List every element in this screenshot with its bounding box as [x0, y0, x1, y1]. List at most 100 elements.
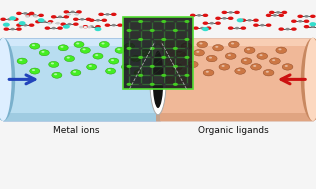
Circle shape	[181, 43, 192, 49]
Circle shape	[38, 18, 45, 22]
Circle shape	[259, 54, 263, 56]
Circle shape	[310, 15, 316, 18]
Circle shape	[138, 20, 143, 23]
Circle shape	[185, 47, 189, 50]
Circle shape	[75, 13, 79, 16]
Circle shape	[215, 17, 221, 20]
Circle shape	[222, 65, 225, 67]
Circle shape	[87, 64, 97, 70]
Bar	[3, 38, 160, 46]
Circle shape	[127, 20, 131, 23]
Circle shape	[173, 83, 178, 86]
Circle shape	[150, 83, 155, 86]
Circle shape	[124, 65, 127, 67]
Circle shape	[140, 50, 150, 56]
Circle shape	[95, 25, 101, 28]
Circle shape	[185, 20, 190, 23]
Circle shape	[66, 13, 71, 16]
Circle shape	[150, 74, 154, 77]
Circle shape	[206, 26, 211, 30]
FancyBboxPatch shape	[123, 17, 193, 89]
Circle shape	[64, 56, 75, 62]
Circle shape	[228, 26, 234, 30]
Circle shape	[56, 22, 60, 25]
Circle shape	[111, 59, 114, 61]
Circle shape	[235, 68, 246, 74]
Circle shape	[173, 56, 177, 59]
Circle shape	[196, 51, 199, 53]
Circle shape	[38, 14, 44, 17]
Circle shape	[83, 26, 87, 28]
Circle shape	[150, 56, 154, 59]
Circle shape	[213, 45, 223, 51]
Circle shape	[235, 27, 239, 29]
Circle shape	[291, 27, 297, 31]
Circle shape	[257, 53, 268, 59]
Circle shape	[30, 15, 33, 17]
Circle shape	[244, 59, 247, 61]
Circle shape	[139, 47, 143, 50]
Circle shape	[253, 23, 259, 27]
Circle shape	[17, 58, 27, 64]
Circle shape	[309, 22, 316, 26]
Circle shape	[237, 69, 240, 71]
Circle shape	[19, 59, 22, 61]
Circle shape	[52, 22, 56, 24]
Circle shape	[32, 69, 35, 71]
Ellipse shape	[150, 44, 166, 115]
Circle shape	[60, 46, 64, 48]
Circle shape	[30, 68, 40, 74]
Circle shape	[112, 24, 116, 26]
Circle shape	[228, 11, 233, 14]
Circle shape	[58, 45, 68, 51]
Circle shape	[139, 29, 143, 32]
Circle shape	[48, 20, 53, 23]
Circle shape	[270, 58, 280, 64]
Circle shape	[52, 27, 56, 29]
Ellipse shape	[0, 38, 15, 121]
Circle shape	[64, 10, 69, 14]
Circle shape	[93, 53, 103, 59]
Circle shape	[16, 23, 22, 27]
Circle shape	[291, 19, 297, 23]
Circle shape	[143, 51, 146, 53]
Circle shape	[134, 70, 144, 76]
Circle shape	[150, 29, 155, 32]
Circle shape	[73, 71, 76, 73]
Text: Organic ligands: Organic ligands	[198, 126, 269, 135]
Circle shape	[172, 64, 182, 70]
Circle shape	[127, 38, 131, 41]
Circle shape	[80, 18, 84, 21]
Circle shape	[298, 20, 302, 22]
Circle shape	[278, 14, 284, 17]
Circle shape	[9, 16, 16, 20]
Circle shape	[173, 20, 177, 23]
Circle shape	[225, 53, 236, 59]
Circle shape	[51, 15, 57, 19]
Circle shape	[175, 51, 185, 58]
Circle shape	[30, 43, 40, 49]
Circle shape	[127, 44, 130, 46]
Circle shape	[185, 29, 189, 32]
Circle shape	[197, 41, 208, 48]
Circle shape	[285, 28, 290, 30]
Circle shape	[80, 47, 90, 53]
Circle shape	[272, 59, 275, 61]
Circle shape	[86, 18, 91, 21]
Circle shape	[276, 11, 280, 14]
Circle shape	[185, 83, 189, 85]
Circle shape	[126, 83, 131, 86]
Circle shape	[282, 11, 287, 14]
Circle shape	[101, 43, 105, 44]
Circle shape	[197, 14, 201, 17]
Circle shape	[240, 26, 246, 30]
Circle shape	[106, 68, 116, 74]
Circle shape	[49, 61, 59, 67]
Circle shape	[269, 11, 275, 14]
Circle shape	[203, 14, 208, 17]
Circle shape	[185, 56, 190, 59]
Circle shape	[60, 22, 66, 26]
Circle shape	[185, 65, 189, 67]
Circle shape	[19, 21, 26, 25]
Ellipse shape	[301, 38, 316, 121]
